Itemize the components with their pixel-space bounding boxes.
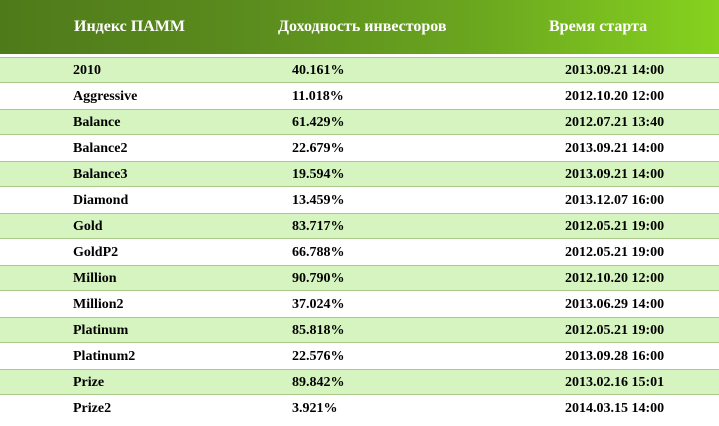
start-time-cell: 2012.07.21 13:40	[565, 115, 665, 130]
table-row[interactable]: Gold 83.717% 2012.05.21 19:00	[0, 213, 719, 239]
start-time-cell: 2012.05.21 19:00	[565, 219, 665, 234]
pamm-name-cell: Prize	[73, 375, 105, 390]
column-header-start-time[interactable]: Время старта	[549, 18, 648, 35]
yield-cell: 90.790%	[292, 271, 345, 286]
table-row[interactable]: 2010 40.161% 2013.09.21 14:00	[0, 57, 719, 83]
start-time-cell: 2014.03.15 14:00	[565, 401, 665, 416]
table-row[interactable]: Million2 37.024% 2013.06.29 14:00	[0, 291, 719, 317]
column-header-pamm-index[interactable]: Индекс ПАММ	[74, 18, 185, 35]
table-row[interactable]: Balance3 19.594% 2013.09.21 14:00	[0, 161, 719, 187]
table-row[interactable]: Prize2 3.921% 2014.03.15 14:00	[0, 395, 719, 421]
table-row[interactable]: GoldP2 66.788% 2012.05.21 19:00	[0, 239, 719, 265]
pamm-name-cell: 2010	[73, 63, 101, 78]
pamm-name-cell: Platinum	[73, 323, 129, 338]
yield-cell: 66.788%	[292, 245, 345, 260]
start-time-cell: 2012.10.20 12:00	[565, 271, 665, 286]
yield-cell: 22.576%	[292, 349, 345, 364]
pamm-name-cell: Diamond	[73, 193, 129, 208]
pamm-name-cell: Balance	[73, 115, 121, 130]
start-time-cell: 2013.02.16 15:01	[565, 375, 665, 390]
start-time-cell: 2013.09.21 14:00	[565, 167, 665, 182]
table-body: 2010 40.161% 2013.09.21 14:00 Aggressive…	[0, 57, 719, 421]
start-time-cell: 2012.05.21 19:00	[565, 323, 665, 338]
table-row[interactable]: Platinum 85.818% 2012.05.21 19:00	[0, 317, 719, 343]
start-time-cell: 2013.06.29 14:00	[565, 297, 665, 312]
start-time-cell: 2013.09.28 16:00	[565, 349, 665, 364]
pamm-name-cell: Balance3	[73, 167, 128, 182]
pamm-name-cell: Aggressive	[73, 89, 138, 104]
pamm-name-cell: GoldP2	[73, 245, 119, 260]
pamm-name-cell: Gold	[73, 219, 103, 234]
pamm-name-cell: Million2	[73, 297, 124, 312]
pamm-name-cell: Prize2	[73, 401, 112, 416]
yield-cell: 85.818%	[292, 323, 345, 338]
yield-cell: 19.594%	[292, 167, 345, 182]
table-row[interactable]: Balance2 22.679% 2013.09.21 14:00	[0, 135, 719, 161]
pamm-name-cell: Million	[73, 271, 117, 286]
yield-cell: 83.717%	[292, 219, 345, 234]
table-row[interactable]: Million 90.790% 2012.10.20 12:00	[0, 265, 719, 291]
yield-cell: 13.459%	[292, 193, 345, 208]
yield-cell: 40.161%	[292, 63, 345, 78]
table-header: Индекс ПАММ Доходность инвесторов Время …	[0, 0, 719, 54]
start-time-cell: 2013.09.21 14:00	[565, 141, 665, 156]
yield-cell: 37.024%	[292, 297, 345, 312]
table-row[interactable]: Prize 89.842% 2013.02.16 15:01	[0, 369, 719, 395]
start-time-cell: 2012.10.20 12:00	[565, 89, 665, 104]
table-row[interactable]: Diamond 13.459% 2013.12.07 16:00	[0, 187, 719, 213]
yield-cell: 61.429%	[292, 115, 345, 130]
table-row[interactable]: Platinum2 22.576% 2013.09.28 16:00	[0, 343, 719, 369]
start-time-cell: 2012.05.21 19:00	[565, 245, 665, 260]
yield-cell: 11.018%	[292, 89, 344, 104]
table-row[interactable]: Aggressive 11.018% 2012.10.20 12:00	[0, 83, 719, 109]
column-header-investor-yield[interactable]: Доходность инвесторов	[278, 18, 447, 35]
yield-cell: 22.679%	[292, 141, 345, 156]
yield-cell: 89.842%	[292, 375, 345, 390]
start-time-cell: 2013.09.21 14:00	[565, 63, 665, 78]
yield-cell: 3.921%	[292, 401, 338, 416]
pamm-name-cell: Balance2	[73, 141, 128, 156]
pamm-name-cell: Platinum2	[73, 349, 136, 364]
start-time-cell: 2013.12.07 16:00	[565, 193, 665, 208]
table-row[interactable]: Balance 61.429% 2012.07.21 13:40	[0, 109, 719, 135]
